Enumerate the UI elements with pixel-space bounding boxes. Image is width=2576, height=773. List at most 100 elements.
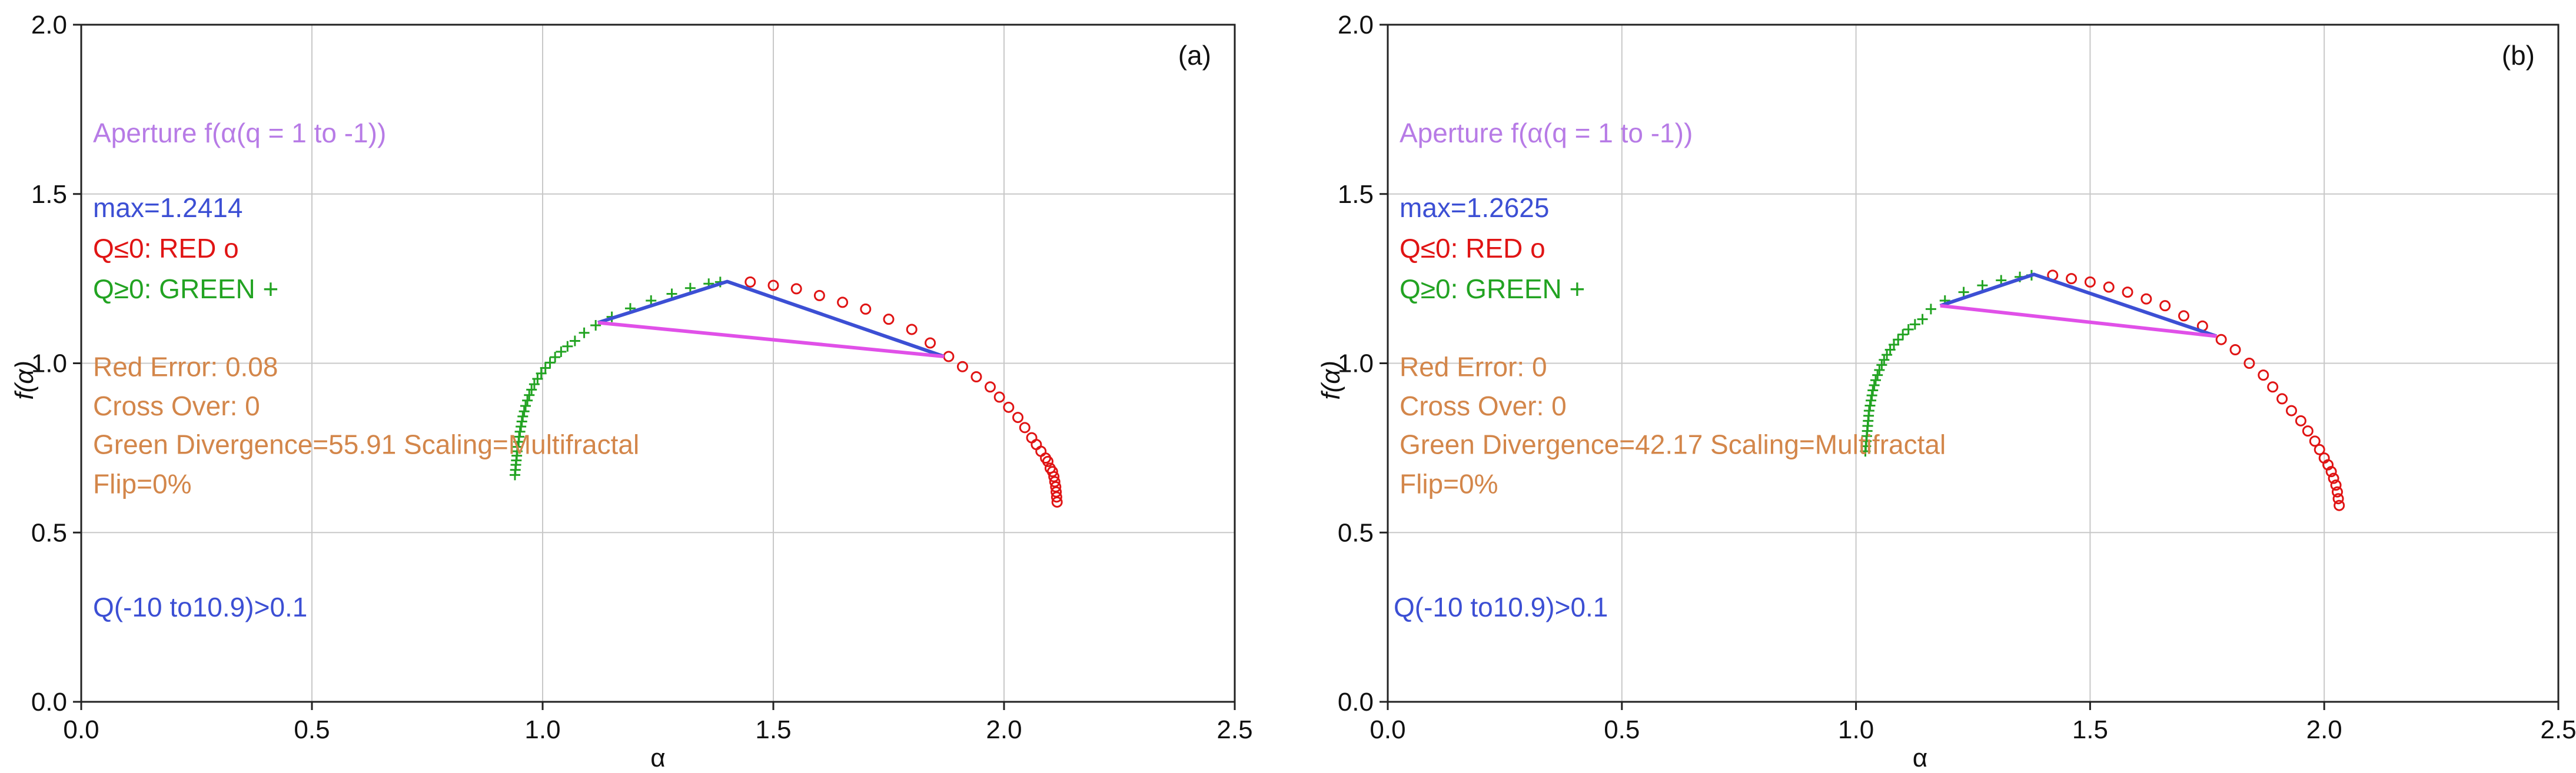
data-point-red-circle	[2103, 281, 2115, 293]
data-point-green-plus	[536, 368, 547, 379]
data-point-red-circle	[2309, 435, 2321, 447]
y-tick-label: 0.0	[31, 688, 67, 717]
data-point-red-circle	[2295, 415, 2306, 427]
data-point-green-plus	[514, 431, 525, 442]
data-point-green-plus	[512, 441, 523, 452]
annotation-aperture: Aperture f(α(q = 1 to -1))	[93, 118, 386, 148]
annotation-red-error: Red Error: 0.08	[93, 351, 278, 382]
overlay-line-magenta	[597, 321, 945, 358]
data-point-red-circle	[2243, 358, 2255, 369]
data-point-green-plus	[1958, 286, 1969, 298]
x-tick-labels: 0.0 0.5 1.0 1.5 2.0 2.5	[63, 715, 1252, 744]
x-tick-label: 1.5	[2072, 715, 2108, 744]
x-tick-label: 1.0	[524, 715, 560, 744]
annotation-divergence: Green Divergence=42.17 Scaling=Multifrac…	[1400, 429, 1946, 460]
data-point-red-circle	[1051, 491, 1062, 503]
data-point-red-circle	[744, 276, 756, 288]
annotation-q-range: Q(-10 to10.9)>0.1	[1394, 592, 1608, 622]
chart-panel-b: 0.0 0.5 1.0 1.5 2.0 2.5 0.0 0.5 1.0 1.5 …	[1317, 11, 2576, 772]
data-point-red-circle	[2122, 286, 2133, 298]
data-point-red-circle	[767, 279, 779, 291]
data-point-red-circle	[2066, 273, 2078, 285]
data-point-red-circle	[790, 283, 802, 295]
data-point-red-circle	[993, 391, 1005, 403]
annotation-max: max=1.2414	[93, 192, 242, 223]
annotation-q-range: Q(-10 to10.9)>0.1	[93, 592, 307, 622]
data-point-red-circle	[970, 371, 982, 383]
data-point-green-plus	[1917, 314, 1928, 325]
x-tick-label: 2.5	[1216, 715, 1252, 744]
panel-label: (a)	[1178, 40, 1211, 71]
data-point-green-plus	[1866, 395, 1877, 406]
data-point-red-circle	[837, 296, 849, 308]
data-point-red-circle	[2267, 381, 2279, 393]
data-point-red-circle	[925, 337, 936, 349]
data-point-green-plus	[1903, 324, 1914, 335]
annotations: Aperture f(α(q = 1 to -1)) max=1.2625 Q≤…	[1394, 118, 1946, 622]
x-tick-labels: 0.0 0.5 1.0 1.5 2.0 2.5	[1370, 715, 2576, 744]
data-point-green-plus	[1874, 365, 1885, 376]
y-tick-label: 0.5	[1338, 518, 1374, 547]
data-point-red-circle	[2330, 479, 2342, 491]
data-point-red-circle	[2302, 425, 2314, 437]
data-point-red-circle	[2258, 369, 2269, 381]
data-point-green-plus	[569, 335, 580, 346]
data-point-green-plus	[526, 384, 537, 395]
data-point-red-circle	[883, 314, 895, 325]
x-tick-label: 1.0	[1838, 715, 1874, 744]
y-tick-labels: 0.0 0.5 1.0 1.5 2.0	[1338, 11, 1374, 717]
data-point-green-plus	[1866, 390, 1877, 401]
data-point-red-circle	[2331, 486, 2343, 498]
data-point-green-plus	[1872, 369, 1883, 381]
annotation-max: max=1.2625	[1400, 192, 1549, 223]
x-tick-label: 1.5	[755, 715, 791, 744]
x-tick-label: 0.0	[63, 715, 99, 744]
data-point-green-plus	[529, 379, 540, 390]
overlay-lines	[597, 279, 945, 358]
y-tick-label: 1.5	[31, 180, 67, 209]
x-tick-label: 2.5	[2540, 715, 2576, 744]
data-point-green-plus	[520, 401, 531, 412]
data-point-green-plus	[517, 411, 529, 422]
data-marks	[509, 276, 1063, 508]
data-point-green-plus	[544, 357, 556, 368]
data-point-red-circle	[2314, 444, 2325, 455]
data-point-red-circle	[2286, 405, 2298, 417]
overlay-lines	[1939, 272, 2218, 338]
y-tick-label: 0.5	[31, 518, 67, 547]
data-point-red-circle	[2215, 334, 2227, 345]
data-point-green-plus	[1977, 280, 1988, 291]
x-tick-label: 0.5	[1604, 715, 1640, 744]
y-tick-label: 1.5	[1338, 180, 1374, 209]
data-point-green-plus	[1864, 400, 1876, 411]
data-point-red-circle	[984, 381, 996, 393]
data-point-red-circle	[2159, 300, 2171, 312]
y-tick-labels: 0.0 0.5 1.0 1.5 2.0	[31, 11, 67, 717]
overlay-line-magenta	[1940, 304, 2217, 338]
data-point-green-plus	[524, 389, 535, 401]
annotation-cross-over: Cross Over: 0	[93, 391, 260, 421]
data-point-green-plus	[1863, 405, 1874, 417]
overlay-line-blue	[1939, 272, 2218, 338]
annotation-cross-over: Cross Over: 0	[1400, 391, 1567, 421]
data-point-red-circle	[1048, 471, 1060, 482]
data-point-red-circle	[906, 324, 918, 335]
data-point-green-plus	[516, 421, 527, 432]
data-point-red-circle	[2328, 472, 2339, 484]
annotation-flip: Flip=0%	[93, 468, 191, 499]
data-point-green-plus	[550, 352, 561, 363]
data-point-green-plus	[1897, 329, 1909, 340]
x-tick-label: 0.5	[294, 715, 330, 744]
legend-red: Q≤0: RED o	[1400, 233, 1545, 264]
legend-green: Q≥0: GREEN +	[1400, 274, 1585, 304]
data-point-red-circle	[2276, 393, 2288, 405]
annotation-red-error: Red Error: 0	[1400, 351, 1547, 382]
data-point-green-plus	[1876, 359, 1887, 371]
data-point-red-circle	[1049, 476, 1061, 488]
data-point-red-circle	[813, 289, 825, 301]
x-tick-label: 0.0	[1370, 715, 1405, 744]
data-point-green-plus	[1870, 375, 1882, 386]
data-point-green-plus	[1867, 385, 1879, 396]
data-point-red-circle	[2178, 310, 2190, 322]
